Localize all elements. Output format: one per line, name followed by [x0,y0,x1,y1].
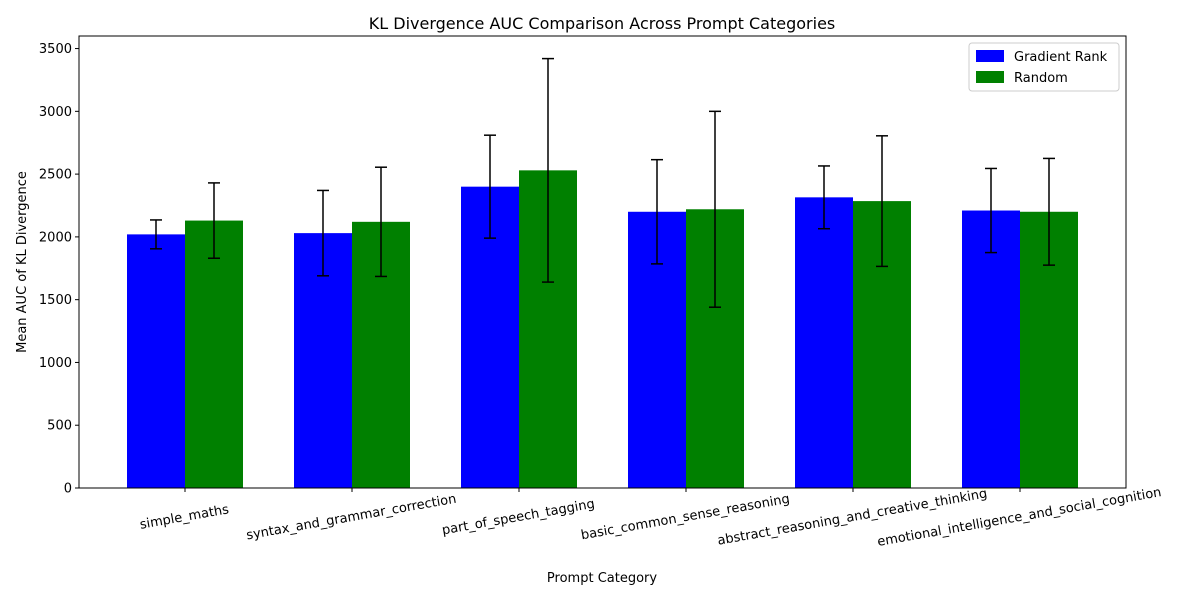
bar-gradient-rank-abstract_reasoning_and_creative_thinking [795,197,853,489]
y-tick-label: 2000 [39,230,72,245]
error-bar-gradient-rank-abstract_reasoning_and_creative_thinking [818,165,830,230]
bar-gradient-rank-emotional_intelligence_and_social_cognition [962,210,1020,488]
legend-swatch-random [976,71,1004,83]
bar-random-simple_maths [185,220,243,489]
x-axis-label: Prompt Category [547,571,657,586]
error-bar-random-basic_common_sense_reasoning [709,110,721,308]
legend: Gradient Rank Random [968,42,1120,92]
legend-frame [968,42,1120,92]
error-bar-gradient-rank-syntax_and_grammar_correction [317,189,329,277]
y-tick-label: 3000 [39,105,72,120]
y-tick-label: 2500 [39,168,72,183]
error-bar-random-simple_maths [208,182,220,259]
plot-frame [78,35,1127,489]
bar-gradient-rank-simple_maths [127,234,185,488]
y-tick-label: 0 [64,482,72,497]
bars-layer [127,170,1078,489]
y-tick-label: 500 [47,419,72,434]
y-tick-label: 1000 [39,356,72,371]
error-bars-layer [150,57,1055,308]
error-bar-random-abstract_reasoning_and_creative_thinking [876,135,888,268]
legend-swatch-gradient-rank [976,50,1004,62]
chart-title: KL Divergence AUC Comparison Across Prom… [369,14,836,33]
y-axis: 0 500 1000 1500 2000 2500 3000 3500 [39,42,79,497]
error-bar-random-emotional_intelligence_and_social_cognition [1043,157,1055,266]
error-bar-random-part_of_speech_tagging [542,57,554,283]
error-bar-random-syntax_and_grammar_correction [375,166,387,278]
error-bar-gradient-rank-emotional_intelligence_and_social_cognition [985,167,997,254]
error-bar-gradient-rank-simple_maths [150,219,162,250]
legend-label-random: Random [1014,71,1068,86]
y-axis-label: Mean AUC of KL Divergence [15,171,30,353]
legend-label-gradient-rank: Gradient Rank [1014,50,1108,65]
y-tick-label: 1500 [39,293,72,308]
error-bar-gradient-rank-basic_common_sense_reasoning [651,158,663,265]
y-tick-label: 3500 [39,42,72,57]
error-bar-gradient-rank-part_of_speech_tagging [484,134,496,239]
